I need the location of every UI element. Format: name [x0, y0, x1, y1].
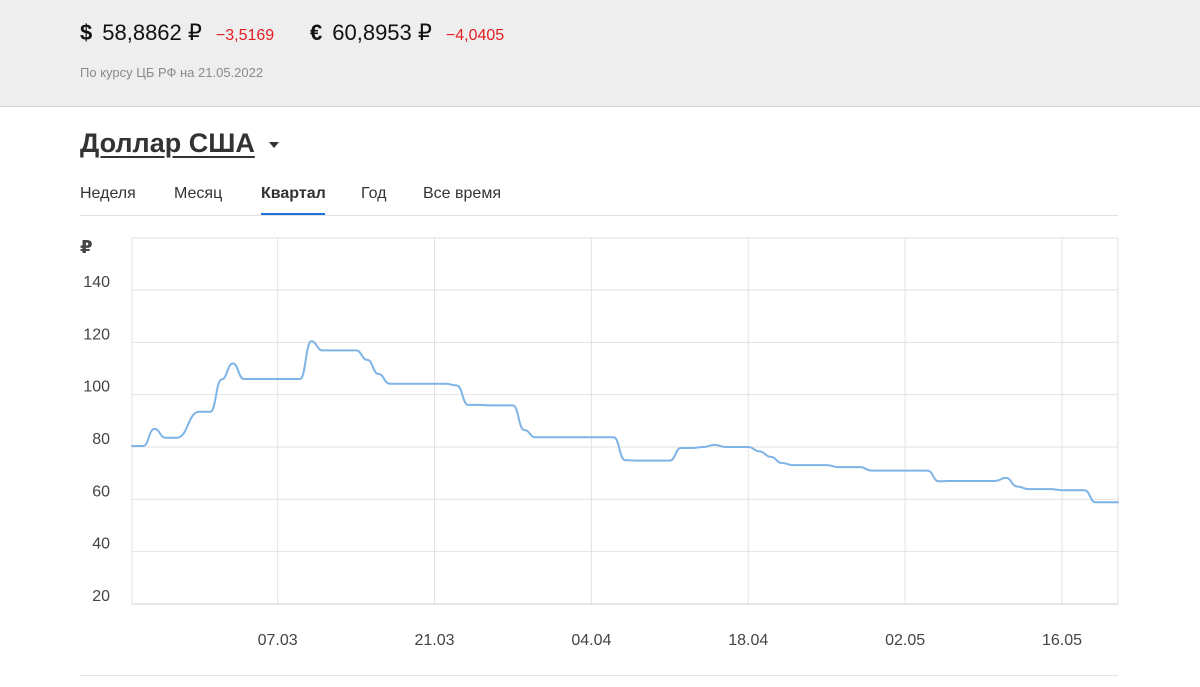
active-tab-indicator: [261, 213, 325, 215]
rates-bar: $ 58,8862 ₽ −3,5169 € 60,8953 ₽ −4,0405 …: [0, 0, 1200, 107]
period-tabs: Неделя Месяц Квартал Год Все время: [80, 180, 1118, 216]
usd-rate: $ 58,8862 ₽ −3,5169: [80, 20, 274, 46]
y-tick-label: 40: [92, 536, 110, 553]
rates-source-note: По курсу ЦБ РФ на 21.05.2022: [80, 65, 264, 80]
tab-week[interactable]: Неделя: [80, 185, 136, 202]
x-tick-label: 02.05: [885, 632, 925, 649]
currency-selector[interactable]: Доллар США: [80, 128, 279, 159]
eur-rate: € 60,8953 ₽ −4,0405: [310, 20, 504, 46]
y-tick-label: 20: [92, 588, 110, 605]
eur-rate-change: −4,0405: [445, 27, 505, 44]
y-tick-label: 60: [92, 483, 110, 500]
y-axis-ticks: 140 120 100 80 60 40 20: [83, 274, 110, 605]
x-tick-label: 21.03: [414, 632, 454, 649]
chart-grid: [131, 237, 1119, 605]
tab-year[interactable]: Год: [361, 185, 387, 202]
x-axis-ticks: 07.03 21.03 04.04 18.04 02.05 16.05: [258, 632, 1082, 649]
currency-title[interactable]: Доллар США: [80, 128, 255, 158]
eur-rate-value: 60,8953 ₽: [332, 20, 432, 45]
x-tick-label: 16.05: [1042, 632, 1082, 649]
y-tick-label: 140: [83, 274, 110, 291]
y-tick-label: 80: [92, 431, 110, 448]
ruble-axis-icon: ₽: [80, 237, 93, 257]
dollar-icon: $: [80, 20, 93, 45]
tab-month[interactable]: Месяц: [174, 185, 223, 202]
series-line-usd: [131, 340, 1119, 504]
usd-rate-change: −3,5169: [215, 27, 275, 44]
euro-icon: €: [310, 20, 323, 45]
x-tick-label: 18.04: [728, 632, 768, 649]
x-tick-label: 07.03: [258, 632, 298, 649]
tab-all-time[interactable]: Все время: [423, 185, 501, 202]
y-tick-label: 100: [83, 379, 110, 396]
caret-down-icon[interactable]: [268, 141, 279, 148]
y-tick-label: 120: [83, 326, 110, 343]
tab-quarter[interactable]: Квартал: [261, 185, 326, 202]
x-tick-label: 04.04: [571, 632, 611, 649]
usd-rate-value: 58,8862 ₽: [102, 20, 202, 45]
bottom-divider: [80, 675, 1118, 676]
